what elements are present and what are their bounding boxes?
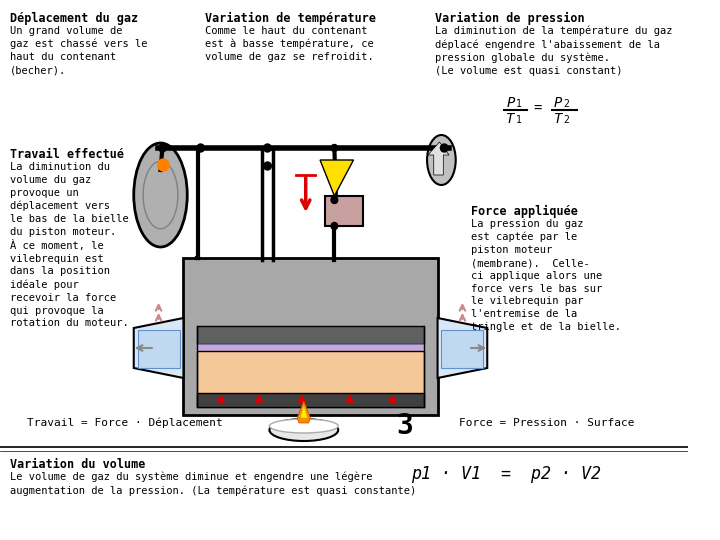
Text: Comme le haut du contenant
est à basse température, ce
volume de gaz se refroidi: Comme le haut du contenant est à basse t…	[205, 26, 374, 62]
Bar	[184, 258, 438, 415]
Text: P: P	[506, 96, 515, 110]
Bar	[197, 351, 424, 407]
Text: T: T	[506, 112, 515, 126]
Text: Travail effectué: Travail effectué	[9, 148, 124, 161]
Circle shape	[441, 144, 448, 152]
Circle shape	[158, 159, 169, 171]
Text: p1 · V1  =  p2 · V2: p1 · V1 = p2 · V2	[411, 465, 600, 483]
Text: 2: 2	[564, 115, 570, 125]
Text: Variation de température: Variation de température	[205, 12, 377, 25]
Circle shape	[264, 144, 271, 152]
Circle shape	[197, 144, 204, 152]
Text: Variation de pression: Variation de pression	[435, 12, 585, 25]
Polygon shape	[438, 318, 487, 378]
Circle shape	[158, 144, 166, 152]
Text: 3: 3	[397, 412, 413, 440]
Text: Le volume de gaz du système diminue et engendre une légère
augmentation de la pr: Le volume de gaz du système diminue et e…	[9, 472, 416, 496]
Ellipse shape	[269, 419, 338, 441]
Ellipse shape	[427, 135, 456, 185]
Circle shape	[331, 222, 338, 230]
Ellipse shape	[134, 143, 187, 247]
Polygon shape	[297, 401, 310, 423]
Circle shape	[331, 197, 338, 204]
Text: La pression du gaz
est captée par le
piston moteur
(membrane).  Celle-
ci appliq: La pression du gaz est captée par le pis…	[471, 219, 621, 332]
Text: Force appliquée: Force appliquée	[471, 205, 578, 218]
Bar	[441, 330, 483, 368]
Text: Déplacement du gaz: Déplacement du gaz	[9, 12, 138, 25]
Polygon shape	[300, 405, 307, 418]
Text: Force = Pression · Surface: Force = Pression · Surface	[459, 418, 634, 428]
Text: 1: 1	[516, 99, 522, 109]
Text: =: =	[533, 102, 541, 116]
Text: La diminution de la température du gaz
déplacé engendre l'abaissement de la
pres: La diminution de la température du gaz d…	[435, 26, 672, 76]
Text: 1: 1	[516, 115, 522, 125]
Text: T: T	[554, 112, 562, 126]
Text: La diminution du
volume du gaz
provoque un
déplacement vers
le bas de la bielle
: La diminution du volume du gaz provoque …	[9, 162, 128, 328]
Polygon shape	[134, 318, 184, 378]
Polygon shape	[320, 160, 354, 196]
Bar	[138, 330, 179, 368]
Circle shape	[331, 145, 338, 152]
Bar	[197, 393, 424, 407]
Bar	[197, 344, 424, 351]
Polygon shape	[428, 142, 449, 175]
Text: Un grand volume de
gaz est chassé vers le
haut du contenant
(becher).: Un grand volume de gaz est chassé vers l…	[9, 26, 147, 75]
Text: 2: 2	[564, 99, 570, 109]
Bar	[197, 326, 424, 344]
Circle shape	[264, 162, 271, 170]
Text: Variation du volume: Variation du volume	[9, 458, 145, 471]
Text: P: P	[554, 96, 562, 110]
Bar	[325, 196, 363, 226]
Ellipse shape	[269, 419, 338, 433]
Text: Travail = Force · Déplacement: Travail = Force · Déplacement	[27, 418, 222, 429]
